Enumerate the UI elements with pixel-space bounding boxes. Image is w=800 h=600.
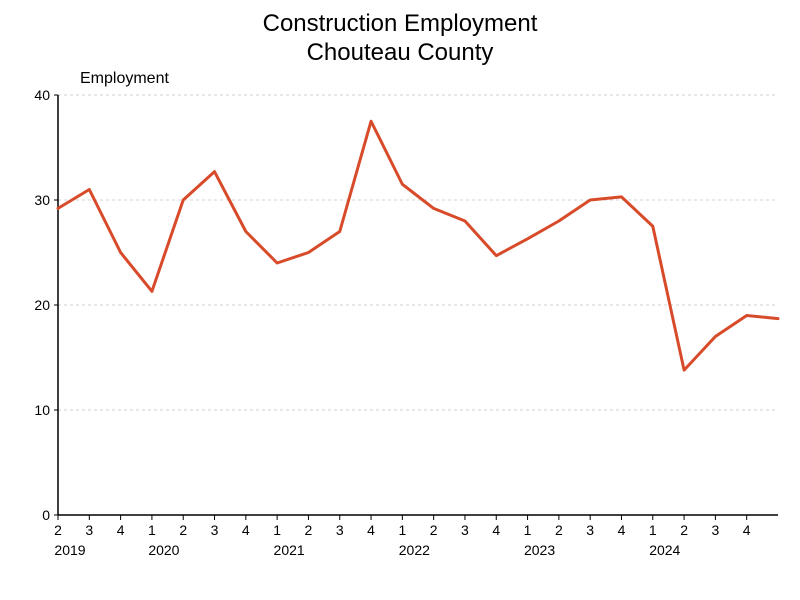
x-tick-label: 4 (743, 522, 751, 538)
x-tick-label: 1 (649, 522, 657, 538)
x-year-label: 2023 (524, 542, 555, 558)
x-year-label: 2020 (148, 542, 179, 558)
x-tick-label: 2 (680, 522, 688, 538)
y-tick-label: 0 (42, 507, 50, 523)
x-tick-label: 2 (555, 522, 563, 538)
y-tick-label: 40 (34, 87, 50, 103)
x-tick-label: 4 (367, 522, 375, 538)
x-tick-label: 2 (305, 522, 313, 538)
x-tick-label: 3 (211, 522, 219, 538)
x-tick-label: 3 (586, 522, 594, 538)
x-year-label: 2024 (649, 542, 680, 558)
x-tick-label: 3 (711, 522, 719, 538)
y-tick-label: 20 (34, 297, 50, 313)
x-year-label: 2019 (54, 542, 85, 558)
x-tick-label: 4 (492, 522, 500, 538)
line-chart: 0 10 20 30 40 2 3 4 1 2 3 4 1 2 3 4 1 2 3 4 1 2 3 4 1 2 3 4 2019 2020… (0, 0, 800, 600)
x-tick-label: 1 (273, 522, 281, 538)
x-tick-label: 3 (85, 522, 93, 538)
x-tick-label: 2 (430, 522, 438, 538)
x-year-label: 2021 (274, 542, 305, 558)
chart-container: Construction Employment Chouteau County … (0, 0, 800, 600)
x-tick-label: 2 (54, 522, 62, 538)
x-tick-label: 3 (336, 522, 344, 538)
y-tick-label: 30 (34, 192, 50, 208)
x-tick-label: 1 (398, 522, 406, 538)
x-tick-label: 4 (242, 522, 250, 538)
x-tick-label: 3 (461, 522, 469, 538)
y-tick-label: 10 (34, 402, 50, 418)
data-line (58, 121, 778, 370)
x-tick-label: 1 (148, 522, 156, 538)
x-tick-label: 4 (618, 522, 626, 538)
x-tick-label: 2 (179, 522, 187, 538)
x-tick-label: 1 (524, 522, 532, 538)
x-tick-label: 4 (117, 522, 125, 538)
x-year-label: 2022 (399, 542, 430, 558)
